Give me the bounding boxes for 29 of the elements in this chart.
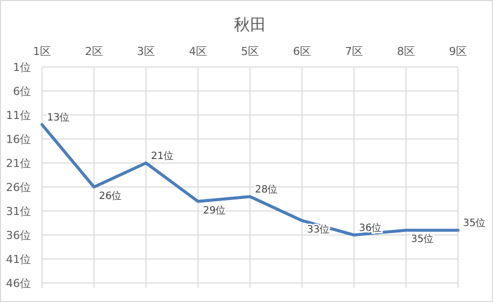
data-label: 35位	[463, 217, 486, 230]
y-tick-label: 16位	[6, 133, 31, 146]
data-label: 26位	[99, 190, 122, 202]
y-tick-label: 11位	[6, 109, 31, 122]
x-tick-label: 6区	[293, 45, 311, 58]
data-label: 28位	[255, 184, 278, 196]
data-label: 21位	[151, 150, 174, 162]
x-tick-label: 7区	[345, 45, 363, 58]
title: 秋田	[234, 15, 266, 34]
y-tick-label: 1位	[13, 61, 31, 74]
x-tick-label: 4区	[189, 45, 207, 58]
data-label: 13位	[47, 112, 70, 124]
x-tick-label: 5区	[241, 45, 259, 58]
y-tick-label: 36位	[6, 229, 31, 242]
x-tick-label: 8区	[397, 45, 415, 58]
data-label: 33位	[307, 224, 330, 236]
data-label: 36位	[359, 222, 382, 234]
y-tick-label: 41位	[6, 253, 31, 266]
x-tick-label: 2区	[85, 45, 103, 58]
y-tick-label: 21位	[6, 157, 31, 170]
data-label: 35位	[411, 233, 434, 246]
x-tick-label: 3区	[137, 45, 155, 58]
y-tick-label: 46位	[6, 277, 31, 290]
y-tick-label: 6位	[13, 85, 31, 98]
y-tick-label: 31位	[6, 205, 31, 218]
x-tick-label: 1区	[33, 45, 51, 58]
y-tick-label: 26位	[6, 181, 31, 194]
data-label: 29位	[203, 204, 226, 216]
x-tick-label: 9区	[449, 45, 467, 58]
